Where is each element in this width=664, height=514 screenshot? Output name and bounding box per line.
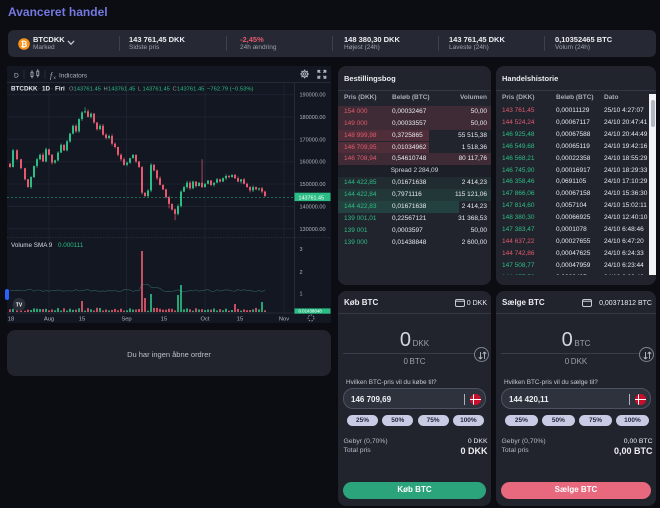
- svg-text:130000.00: 130000.00: [300, 227, 326, 233]
- svg-text:Aug: Aug: [44, 317, 54, 323]
- svg-text:D: D: [14, 73, 19, 80]
- svg-text:15: 15: [161, 317, 167, 323]
- svg-text:−762.79 (−0.53%): −762.79 (−0.53%): [207, 87, 253, 93]
- svg-text:170000.00: 170000.00: [300, 137, 326, 143]
- svg-text:143761.45: 143761.45: [74, 87, 101, 93]
- svg-text:15: 15: [237, 317, 243, 323]
- svg-text:C: C: [173, 87, 177, 93]
- svg-text:143761.45: 143761.45: [143, 87, 170, 93]
- svg-text:L: L: [138, 87, 142, 93]
- svg-text:·: ·: [38, 87, 40, 93]
- svg-text:f: f: [50, 71, 54, 80]
- svg-text:15: 15: [79, 317, 85, 323]
- svg-text:0.01438848: 0.01438848: [299, 309, 323, 314]
- svg-text:O: O: [69, 87, 74, 93]
- svg-text:3: 3: [300, 247, 303, 253]
- svg-text:1: 1: [300, 291, 303, 297]
- svg-text:1D: 1D: [42, 86, 51, 93]
- svg-text:160000.00: 160000.00: [300, 160, 326, 166]
- svg-text:143761.45: 143761.45: [108, 87, 135, 93]
- svg-text:BTCDKK: BTCDKK: [11, 86, 38, 93]
- svg-text:143761.45: 143761.45: [299, 195, 324, 201]
- svg-text:180000.00: 180000.00: [300, 115, 326, 121]
- svg-text:H: H: [104, 87, 108, 93]
- svg-text:0.000111: 0.000111: [58, 242, 84, 249]
- svg-text:Nov: Nov: [279, 317, 289, 323]
- svg-text:Sep: Sep: [121, 317, 131, 323]
- svg-text:140000.00: 140000.00: [300, 205, 326, 211]
- svg-text:Oct: Oct: [200, 317, 209, 323]
- svg-text:18: 18: [8, 317, 14, 323]
- svg-text:x: x: [54, 75, 57, 80]
- svg-text:150000.00: 150000.00: [300, 182, 326, 188]
- svg-text:₿: ₿: [20, 40, 27, 49]
- svg-text:143761.45: 143761.45: [177, 87, 204, 93]
- svg-text:2: 2: [300, 270, 303, 276]
- svg-text:TV: TV: [16, 303, 23, 309]
- svg-text:Firi: Firi: [55, 86, 65, 93]
- svg-text:·: ·: [51, 87, 53, 93]
- svg-text:Volume SMA 9: Volume SMA 9: [11, 242, 53, 249]
- svg-text:Indicators: Indicators: [59, 73, 88, 80]
- svg-text:190000.00: 190000.00: [300, 93, 326, 99]
